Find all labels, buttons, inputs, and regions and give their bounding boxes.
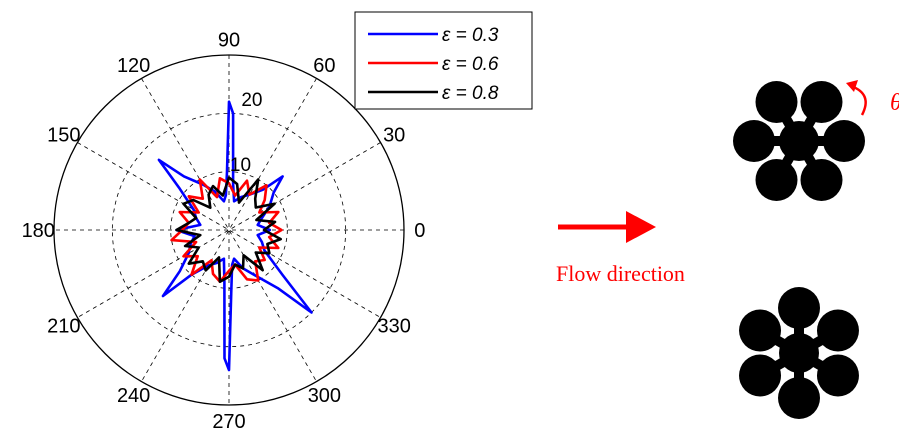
- flow-diagram: Flow direction θ: [556, 80, 899, 419]
- particle-top-ball-2: [755, 81, 798, 124]
- particle-bottom-ball-1: [778, 287, 820, 329]
- particle-bottom: [739, 287, 859, 419]
- flow-direction-label: Flow direction: [556, 261, 685, 286]
- grid-spoke-150: [77, 142, 381, 318]
- angle-tick-label-120: 120: [117, 55, 150, 77]
- angle-tick-label-90: 90: [218, 29, 240, 51]
- particle-top-ball-0: [823, 120, 865, 162]
- rotation-arrowhead: [846, 80, 858, 92]
- particle-bottom-hub: [779, 333, 819, 373]
- particle-top: [733, 81, 865, 201]
- particle-top-ball-5: [800, 158, 843, 201]
- radial-tick-labels: 10 20: [230, 90, 263, 176]
- legend-label-0: ε = 0.3: [442, 25, 499, 46]
- particle-bottom-ball-2: [739, 309, 782, 352]
- angle-tick-labels: 0 30 60 90 120 150 180 210 240 270 300 330: [22, 29, 426, 428]
- angle-tick-label-300: 300: [308, 385, 341, 407]
- angle-tick-label-150: 150: [47, 125, 80, 147]
- flow-arrow-head: [626, 211, 656, 243]
- angle-tick-label-30: 30: [383, 125, 405, 147]
- grid-spoke-30: [77, 142, 381, 318]
- polar-chart: 0 30 60 90 120 150 180 210 240 270 300 330 10 20: [22, 29, 426, 428]
- angle-tick-label-330: 330: [378, 315, 411, 337]
- legend: ε = 0.3 ε = 0.6 ε = 0.8: [354, 11, 533, 110]
- series-layer: [157, 100, 313, 372]
- angle-tick-label-240: 240: [117, 385, 150, 407]
- grid-spoke-60: [141, 78, 317, 382]
- grid-spoke-120: [141, 78, 317, 382]
- particle-bottom-ball-4: [778, 377, 820, 419]
- particle-top-ball-1: [800, 81, 843, 124]
- radial-tick-label-10: 10: [230, 155, 251, 176]
- angle-tick-label-180: 180: [22, 220, 55, 242]
- particle-bottom-ball-0: [816, 309, 859, 352]
- angle-tick-label-210: 210: [47, 315, 80, 337]
- particle-bottom-ball-5: [816, 354, 859, 397]
- legend-label-1: ε = 0.6: [442, 54, 499, 75]
- series-line-2: [175, 176, 283, 284]
- particle-top-ball-4: [755, 158, 798, 201]
- angle-tick-label-60: 60: [313, 55, 335, 77]
- theta-label: θ: [890, 90, 899, 116]
- particle-top-hub: [779, 121, 819, 161]
- particle-bottom-ball-3: [739, 354, 782, 397]
- legend-label-2: ε = 0.8: [442, 83, 499, 104]
- angle-tick-label-0: 0: [414, 220, 425, 242]
- particle-top-ball-3: [733, 120, 775, 162]
- angle-tick-label-270: 270: [212, 411, 245, 428]
- radial-tick-label-20: 20: [241, 90, 262, 111]
